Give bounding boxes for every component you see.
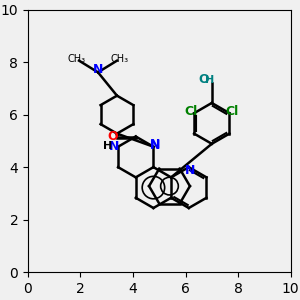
- Text: Cl: Cl: [226, 105, 239, 118]
- Text: CH₃: CH₃: [110, 54, 128, 64]
- Text: Cl: Cl: [185, 105, 198, 118]
- Text: N: N: [184, 164, 195, 177]
- Text: N: N: [150, 139, 160, 152]
- Text: CH₃: CH₃: [68, 54, 85, 64]
- Text: H: H: [103, 141, 113, 151]
- Text: N: N: [109, 140, 119, 153]
- Text: O: O: [107, 130, 118, 143]
- Text: O: O: [198, 74, 209, 86]
- Text: H: H: [205, 75, 214, 85]
- Text: N: N: [150, 138, 160, 151]
- Text: N: N: [93, 63, 103, 76]
